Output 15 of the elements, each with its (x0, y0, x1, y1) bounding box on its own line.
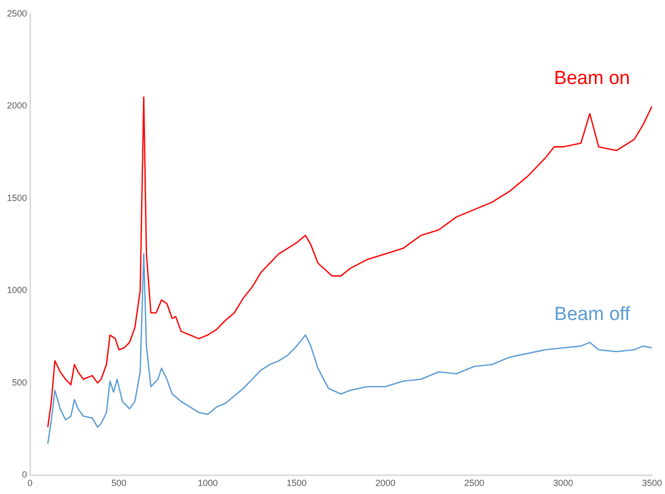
x-tick-label: 2500 (464, 478, 484, 488)
x-tick-label: 3000 (553, 478, 574, 488)
y-tick-label: 2500 (6, 8, 28, 18)
series-label: Beam on (554, 68, 630, 89)
y-tick-label: 2000 (6, 100, 28, 111)
series-label: Beam off (554, 304, 631, 326)
y-tick-label: 1500 (6, 192, 28, 203)
x-tick-label: 500 (111, 478, 126, 488)
x-tick-label: 1500 (286, 478, 307, 488)
y-tick-label: 0 (22, 470, 28, 480)
y-tick-label: 500 (12, 377, 28, 388)
x-tick-label: 2000 (375, 478, 396, 488)
y-tick-label: 1000 (6, 285, 28, 296)
x-tick-label: 1000 (198, 478, 218, 488)
x-tick-label: 3500 (642, 478, 662, 488)
